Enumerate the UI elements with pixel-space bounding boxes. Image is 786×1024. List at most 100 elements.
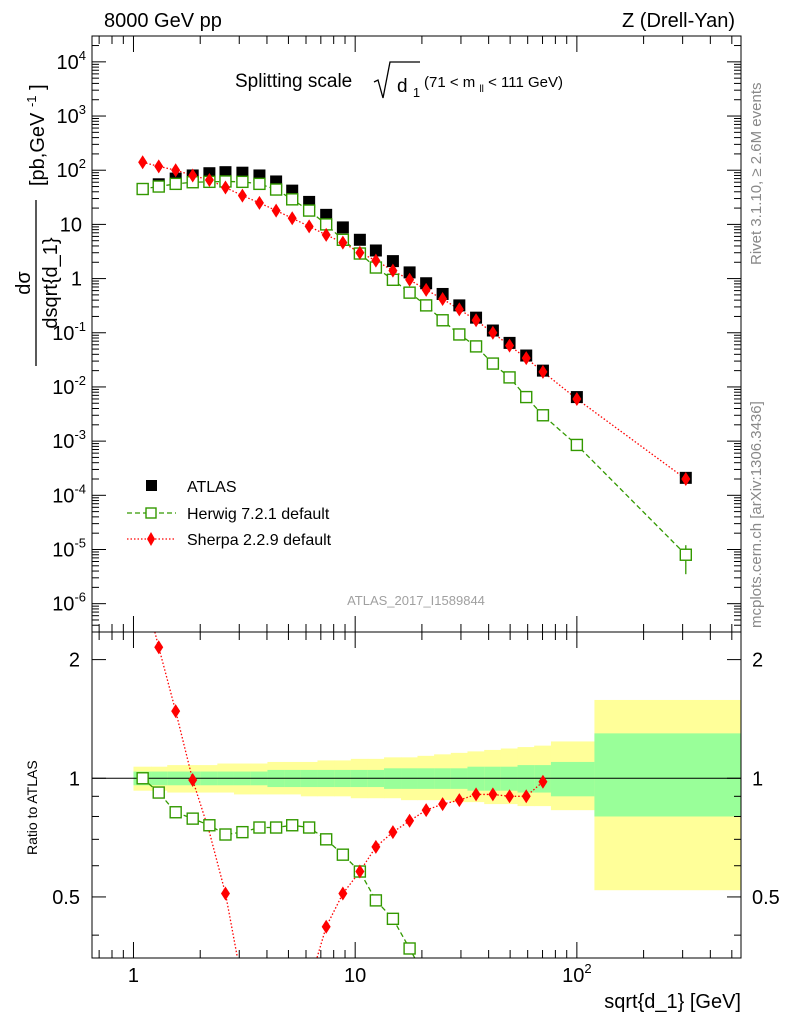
plot-title-sqrt-arg: d — [397, 76, 408, 97]
legend-marker-sherpa — [147, 532, 155, 546]
sherpa-point — [505, 338, 515, 353]
ratio-series — [136, 632, 548, 958]
sherpa-ratio-point — [471, 787, 481, 802]
analysis-id: ATLAS_2017_I1589844 — [347, 593, 485, 608]
main-y-tick-label: 1 — [71, 269, 82, 291]
ratio-x-tick-label: 1 — [128, 965, 139, 987]
ylabel-units-close: ] — [27, 84, 49, 90]
sherpa-ratio-point — [538, 774, 548, 789]
herwig-ratio-point — [152, 786, 165, 799]
main-y-tick-label: 10 — [60, 214, 82, 236]
herwig-point — [169, 177, 182, 191]
herwig-point — [453, 328, 466, 341]
side-text-top: Rivet 3.1.10, ≥ 2.6M events — [748, 83, 765, 266]
main-y-tick-label: 10-5 — [52, 535, 86, 561]
ratio-y-tick-label-left: 0.5 — [52, 887, 80, 909]
legend-marker-atlas — [146, 480, 157, 491]
herwig-ratio-point — [169, 806, 182, 819]
main-y-tick-labels: 10-6 10-5 10-4 10-3 10-2 10-1 1 10 102 103 104 — [52, 48, 86, 616]
ratio-uncertainty-bands — [133, 699, 741, 891]
sherpa-point — [254, 195, 264, 210]
sherpa-point — [188, 168, 198, 183]
herwig-ratio-point — [269, 821, 283, 834]
atlas-point — [386, 255, 399, 268]
legend-label-sherpa: Sherpa 2.2.9 default — [187, 532, 332, 549]
herwig-point — [520, 390, 533, 404]
side-text-bottom: mcplots.cern.ch [arXiv:1306.3436] — [748, 401, 765, 628]
herwig-ratio-point — [136, 772, 149, 785]
ratio-x-tick-label: 102 — [562, 961, 591, 987]
sherpa-ratio-point — [388, 825, 398, 840]
sherpa-point — [271, 203, 281, 218]
sherpa-ratio-point — [220, 886, 230, 901]
ratio-y-tick-label-right: 1 — [752, 768, 763, 790]
ylabel-units: [pb,GeV — [27, 112, 49, 186]
sherpa-ratio-point — [438, 797, 448, 812]
atlas-point — [320, 208, 333, 221]
herwig-ratio-point — [236, 825, 249, 839]
ratio-y-tick-label-right: 0.5 — [752, 887, 780, 909]
ratio-x-tick-label: 10 — [344, 965, 366, 987]
sherpa-point — [204, 172, 214, 187]
sherpa-ratio-point — [405, 813, 415, 828]
sherpa-point — [321, 227, 331, 242]
herwig-ratio-point — [286, 819, 299, 832]
legend-label-atlas: ATLAS — [187, 479, 237, 496]
sherpa-point — [171, 163, 181, 178]
sherpa-line — [142, 161, 687, 480]
herwig-point — [269, 183, 283, 196]
sherpa-point — [538, 364, 548, 379]
herwig-ratio-point — [403, 942, 416, 955]
herwig-point — [403, 286, 416, 299]
atlas-point — [353, 233, 366, 246]
sherpa-point — [572, 391, 582, 406]
ratio-y-tick-label-right: 2 — [752, 650, 763, 672]
sherpa-ratio-point — [154, 640, 164, 655]
plot-title: Splitting scale d 1 (71 < m ll < 111 GeV… — [235, 61, 563, 100]
legend-entry-atlas: ATLAS — [146, 479, 237, 496]
plot-title-cut-sub: ll — [479, 84, 483, 95]
main-axis-ticks — [92, 35, 741, 633]
sherpa-ratio-point — [521, 789, 531, 804]
herwig-point — [236, 175, 249, 189]
sherpa-point — [138, 155, 148, 170]
herwig-ratio-point — [203, 819, 216, 832]
svg-text:(71 < m ll < 111: (71 < m ll < 111 GeV) — [424, 74, 563, 96]
herwig-line — [142, 180, 687, 556]
herwig-ratio-point — [253, 821, 266, 834]
x-axis-label: sqrt{d_1} [GeV] — [604, 991, 741, 1013]
herwig-point — [253, 177, 266, 191]
sherpa-point — [287, 211, 297, 226]
herwig-point — [486, 357, 500, 370]
main-series — [136, 155, 692, 575]
sherpa-ratio-point — [488, 787, 498, 802]
herwig-point — [152, 180, 165, 193]
svg-text:[pb,GeV -1 ]: [pb,GeV -1 ] — [19, 84, 49, 186]
sherpa-point — [681, 471, 691, 486]
main-y-tick-label: 103 — [57, 102, 86, 128]
ylabel-units-sup: -1 — [24, 95, 39, 107]
legend-entry-sherpa: Sherpa 2.2.9 default — [127, 532, 332, 549]
sherpa-point — [237, 188, 247, 203]
sherpa-ratio-point — [421, 803, 431, 818]
main-y-tick-label: 104 — [57, 48, 86, 74]
herwig-point — [469, 340, 483, 353]
sherpa-point — [454, 302, 464, 317]
sherpa-ratio-point — [171, 704, 181, 719]
band-inner-bin — [594, 733, 741, 817]
sherpa-point — [421, 282, 431, 297]
sherpa-point — [521, 351, 531, 366]
herwig-point — [136, 182, 149, 196]
sherpa-ratio-point — [338, 886, 348, 901]
band-inner-bin — [550, 761, 595, 797]
sherpa-point — [338, 235, 348, 250]
plot-title-main: Splitting scale — [235, 71, 352, 92]
herwig-point — [436, 314, 449, 327]
sherpa-point — [220, 180, 230, 195]
main-y-tick-label: 10-2 — [52, 373, 86, 399]
ylabel-denominator: dsqrt{d_1} — [40, 237, 62, 329]
legend: ATLAS Herwig 7.2.1 default Sherpa 2.2.9 … — [127, 479, 332, 549]
sherpa-point — [304, 219, 314, 234]
header-left: 8000 GeV pp — [104, 10, 222, 32]
herwig-ratio-point — [219, 828, 232, 841]
